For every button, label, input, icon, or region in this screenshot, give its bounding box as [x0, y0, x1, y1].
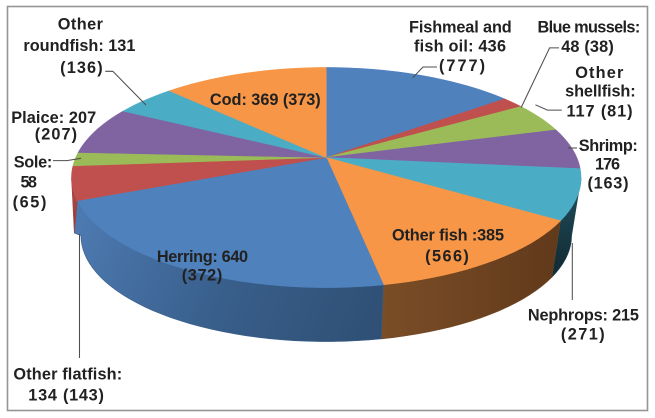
- svg-text:117 (81): 117 (81): [567, 103, 633, 121]
- svg-text:Other: Other: [58, 15, 104, 33]
- svg-text:Plaice: 207: Plaice: 207: [11, 109, 96, 127]
- svg-text:Cod: 369 (373): Cod: 369 (373): [210, 91, 321, 109]
- svg-text:(163): (163): [588, 175, 629, 193]
- svg-text:(207): (207): [35, 125, 77, 143]
- svg-text:Fishmeal and: Fishmeal and: [409, 19, 512, 37]
- svg-text:Other flatfish:: Other flatfish:: [13, 365, 122, 383]
- svg-text:roundfish: 131: roundfish: 131: [23, 37, 135, 55]
- svg-text:(566): (566): [425, 247, 469, 265]
- svg-text:Herring: 640: Herring: 640: [157, 248, 248, 266]
- svg-text:134 (143): 134 (143): [28, 387, 104, 405]
- svg-text:(65): (65): [13, 193, 47, 211]
- svg-text:fish oil: 436: fish oil: 436: [414, 38, 506, 56]
- svg-text:(136): (136): [60, 59, 103, 77]
- svg-text:176: 176: [595, 155, 620, 173]
- svg-text:(777): (777): [439, 57, 485, 75]
- svg-text:Blue mussels:: Blue mussels:: [538, 19, 641, 37]
- svg-text:Other fish :385: Other fish :385: [392, 227, 504, 245]
- svg-text:(372): (372): [182, 266, 223, 284]
- svg-text:Sole:: Sole:: [14, 154, 53, 172]
- svg-text:(271): (271): [561, 325, 605, 343]
- svg-text:Nephrops: 215: Nephrops: 215: [528, 306, 639, 324]
- svg-text:Shrimp:: Shrimp:: [579, 137, 638, 155]
- svg-text:58: 58: [20, 174, 37, 192]
- svg-text:48 (38): 48 (38): [561, 38, 614, 56]
- svg-text:shellfish:: shellfish:: [565, 83, 636, 101]
- svg-text:Other: Other: [575, 64, 624, 82]
